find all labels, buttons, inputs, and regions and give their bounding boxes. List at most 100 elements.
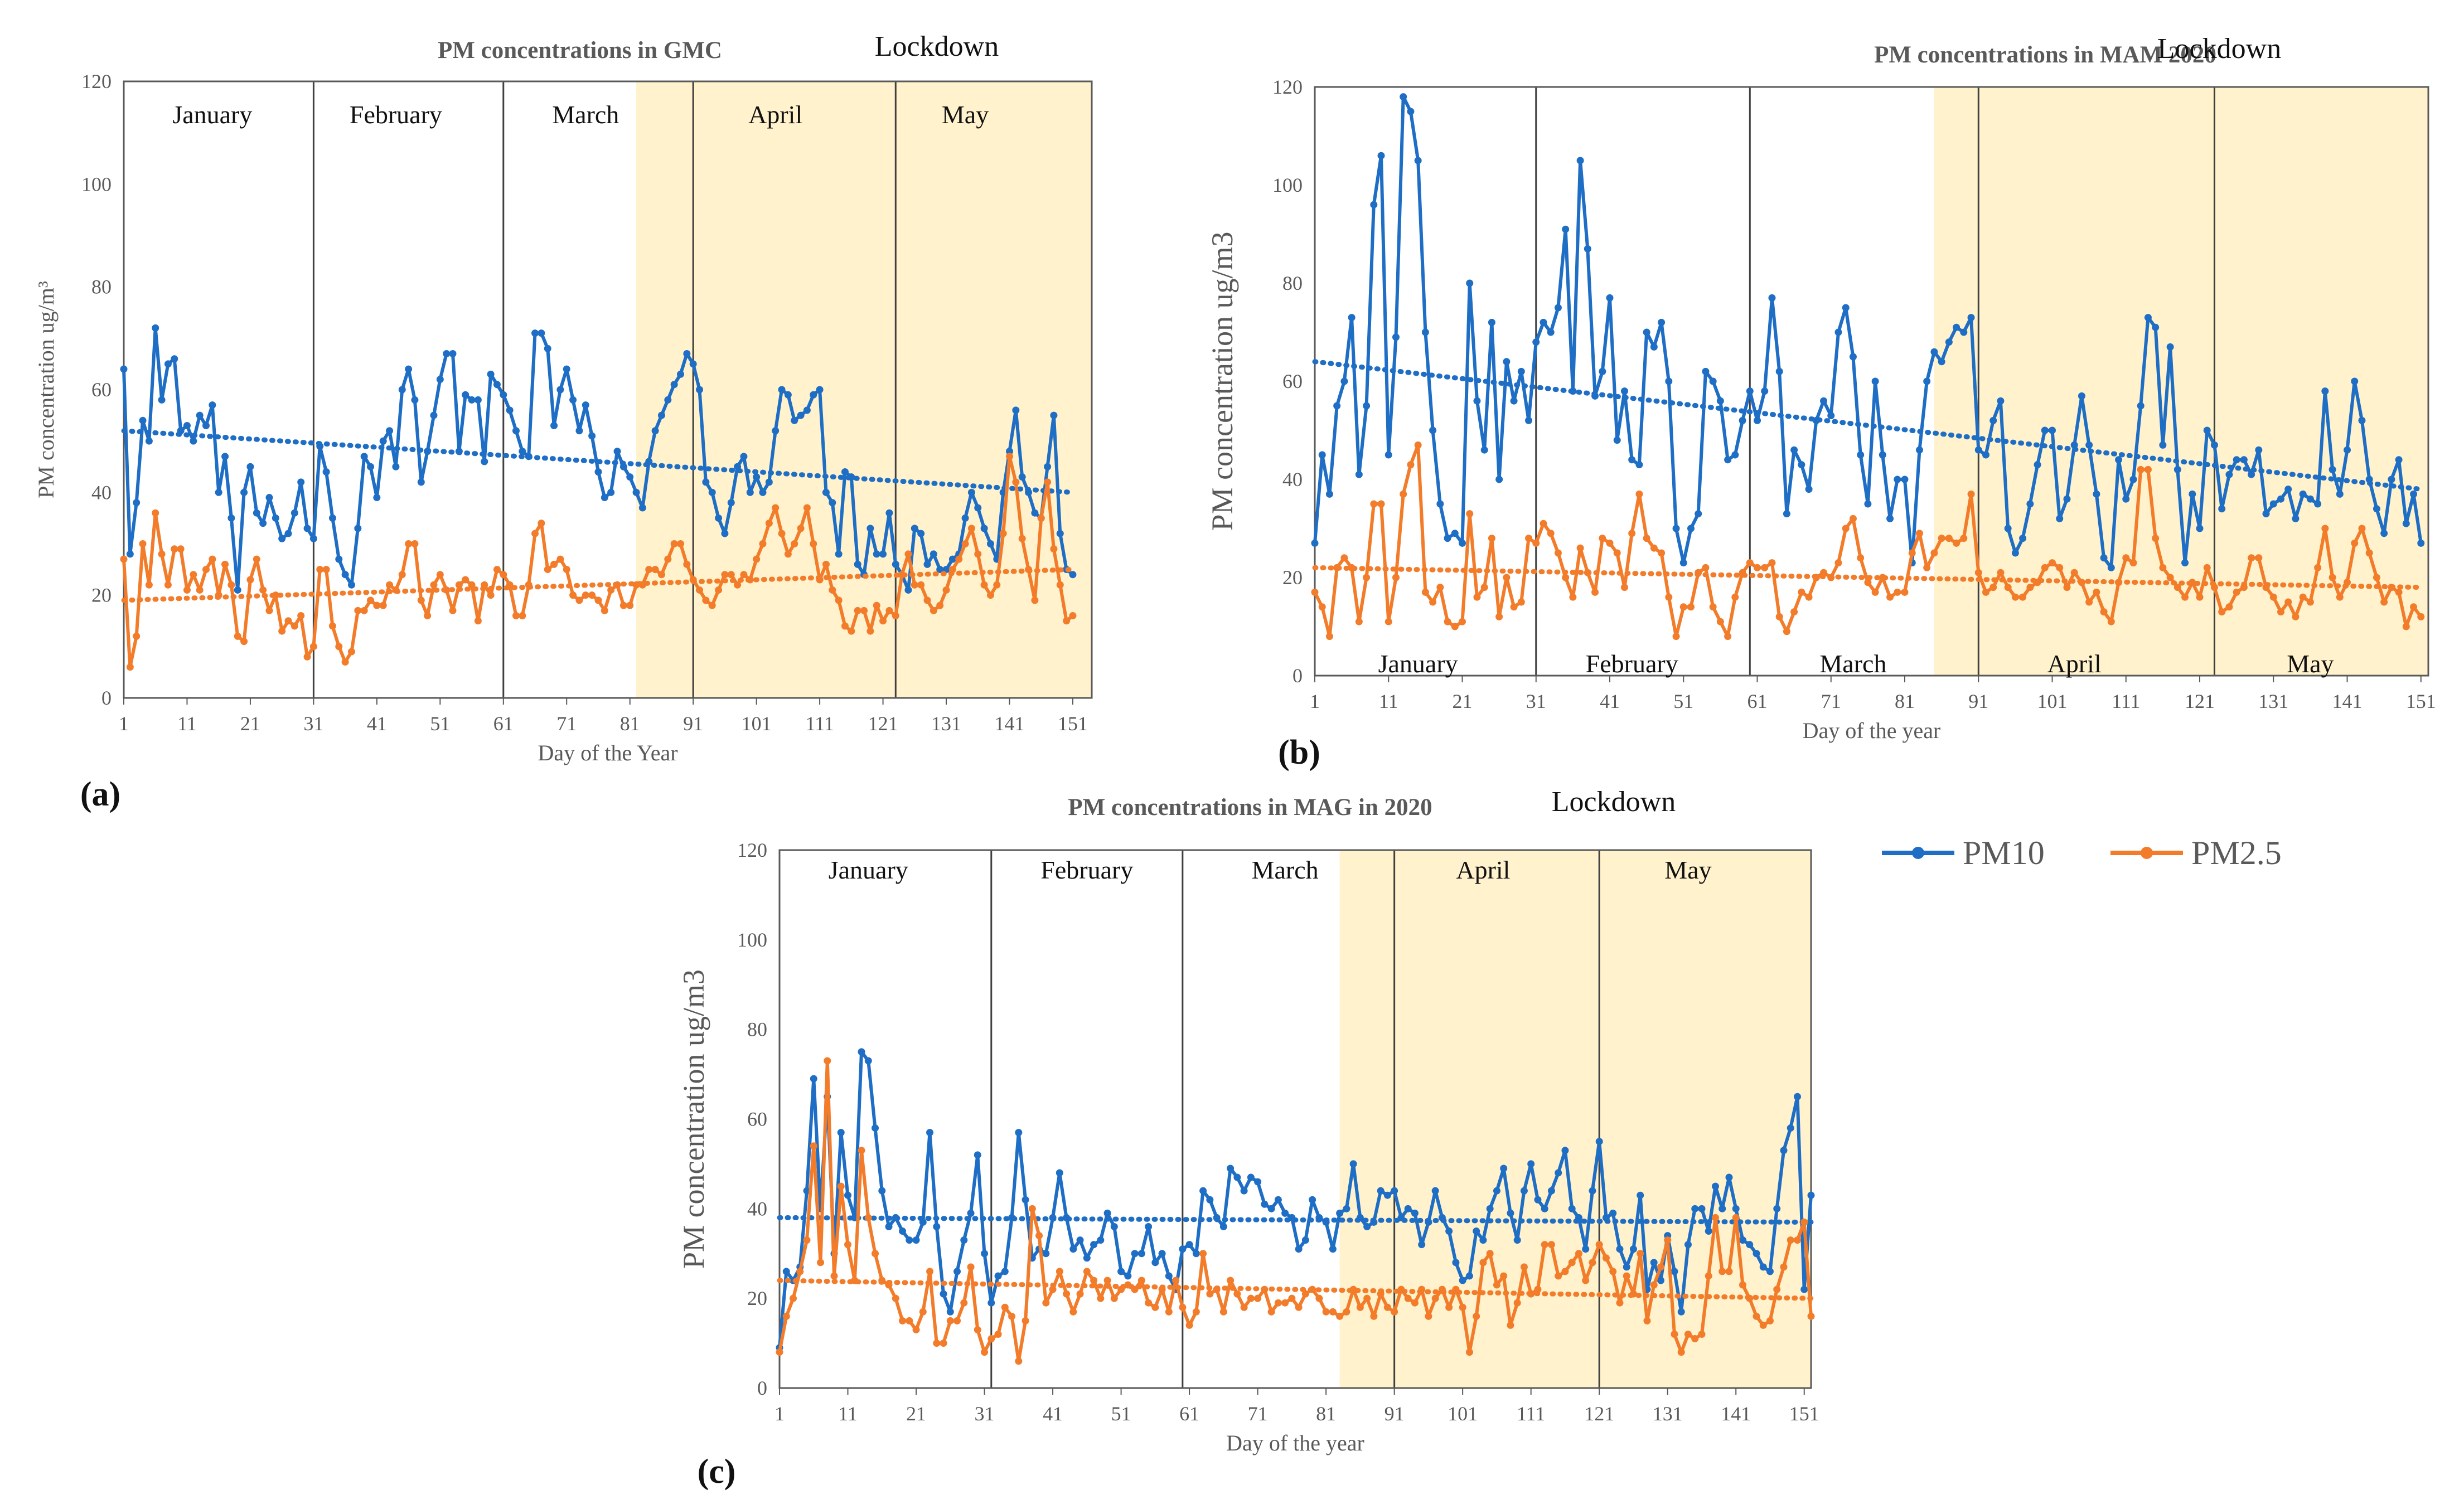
pm25-data-point — [2329, 574, 2336, 581]
pm25-data-point — [986, 591, 994, 599]
pm10-data-point — [1657, 1277, 1664, 1284]
pm10-data-point — [683, 350, 691, 357]
pm10-data-point — [810, 391, 817, 399]
pm25-data-point — [1599, 535, 1606, 542]
pm25-data-point — [1684, 1331, 1692, 1338]
pm10-data-point — [1418, 1241, 1426, 1249]
pm10-data-point — [1923, 377, 1931, 385]
pm10-data-point — [1672, 525, 1680, 532]
pm10-data-point — [1117, 1268, 1125, 1275]
pm25-data-point — [844, 1241, 852, 1249]
pm25-data-point — [1486, 1250, 1494, 1258]
pm10-data-point — [1333, 402, 1341, 410]
pm10-data-point — [1798, 461, 1805, 469]
pm25-data-point — [782, 1312, 790, 1320]
pm10-data-point — [1677, 1308, 1685, 1316]
pm25-data-point — [790, 1294, 797, 1302]
pm10-data-point — [2004, 525, 2012, 532]
pm25-data-point — [2380, 598, 2388, 606]
lockdown-shading — [636, 81, 1092, 698]
pm25-data-point — [967, 1263, 975, 1271]
pm10-data-point — [1766, 1268, 1774, 1275]
pm10-data-point — [1575, 1214, 1582, 1221]
x-tick-label: 151 — [1058, 712, 1088, 735]
pm10-data-point — [822, 488, 830, 496]
month-label: March — [552, 100, 619, 129]
pm10-data-point — [1997, 397, 2005, 405]
pm25-data-point — [2351, 539, 2359, 547]
pm25-data-point — [791, 540, 798, 547]
pm25-data-point — [689, 576, 697, 584]
pm10-data-point — [2402, 520, 2410, 527]
pm25-data-point — [1063, 1290, 1071, 1298]
pm10-data-point — [892, 560, 899, 568]
pm10-data-point — [1711, 1182, 1719, 1190]
pm25-data-point — [506, 581, 514, 589]
pm25-data-point — [1967, 490, 1975, 498]
pm25-data-point — [1945, 535, 1953, 542]
pm10-data-point — [183, 422, 191, 430]
pm25-data-point — [1989, 584, 1997, 591]
pm25-data-point — [1554, 549, 1562, 557]
x-tick-label: 51 — [430, 712, 450, 735]
pm10-data-point — [1842, 304, 1850, 312]
pm10-data-point — [145, 437, 153, 445]
pm10-data-point — [1383, 1191, 1391, 1199]
pm10-data-point — [1532, 338, 1540, 346]
pm10-data-point — [1151, 1259, 1159, 1267]
pm10-data-point — [2189, 490, 2196, 498]
pm25-data-point — [2004, 584, 2012, 591]
pm25-data-point — [430, 581, 438, 589]
pm25-data-point — [1739, 569, 1746, 576]
pm25-data-point — [1227, 1277, 1235, 1284]
pm25-data-point — [1628, 530, 1636, 537]
pm25-data-point — [1042, 1299, 1050, 1307]
pm10-trendline — [121, 428, 1076, 495]
pm10-data-point — [1620, 387, 1628, 395]
pm10-data-point — [2299, 490, 2307, 498]
pm10-data-point — [1613, 436, 1621, 444]
pm25-data-point — [858, 1147, 865, 1154]
pm10-data-point — [1056, 1169, 1063, 1177]
x-tick-label: 91 — [1968, 690, 1988, 712]
pm10-data-point — [2351, 377, 2359, 385]
pm25-data-point — [2196, 593, 2204, 601]
pm10-data-point — [657, 411, 665, 419]
pm10-data-point — [588, 432, 596, 440]
pm25-data-point — [797, 525, 805, 532]
pm25-data-point — [190, 571, 197, 579]
pm25-data-point — [1507, 1321, 1514, 1329]
pm10-data-point — [708, 488, 716, 496]
pm25-data-point — [1582, 1277, 1590, 1284]
pm10-data-point — [462, 391, 469, 399]
pm25-data-point — [1798, 588, 1805, 596]
pm10-data-point — [1397, 1214, 1405, 1221]
pm25-data-point — [1520, 1263, 1528, 1271]
pm10-data-point — [1377, 1187, 1385, 1195]
x-tick-label: 121 — [868, 712, 898, 735]
pm25-data-point — [1716, 618, 1724, 625]
pm10-data-point — [1800, 1285, 1808, 1293]
pm10-data-point — [1658, 318, 1666, 326]
pm25-data-point — [926, 1268, 934, 1275]
y-tick-label: 0 — [757, 1377, 767, 1399]
pm10-data-point — [1192, 1250, 1200, 1258]
pm25-data-point — [1355, 618, 1363, 625]
pm10-data-point — [1698, 1205, 1706, 1212]
pm25-data-point — [1584, 569, 1591, 576]
pm10-data-point — [2248, 470, 2255, 478]
pm10-data-point — [2380, 530, 2388, 537]
pm10-data-point — [1103, 1209, 1111, 1217]
pm25-data-point — [1679, 603, 1687, 611]
pm25-data-point — [1532, 539, 1540, 547]
pm25-data-point — [2166, 574, 2174, 581]
pm10-data-point — [550, 422, 558, 430]
pm10-data-point — [2225, 470, 2233, 478]
pm10-data-point — [1790, 446, 1798, 454]
pm25-data-point — [227, 581, 235, 589]
pm25-data-point — [1576, 544, 1584, 552]
pm10-data-point — [1480, 446, 1488, 454]
pm25-data-point — [837, 1182, 845, 1190]
pm10-data-point — [1871, 377, 1879, 385]
pm25-data-point — [872, 1250, 879, 1258]
